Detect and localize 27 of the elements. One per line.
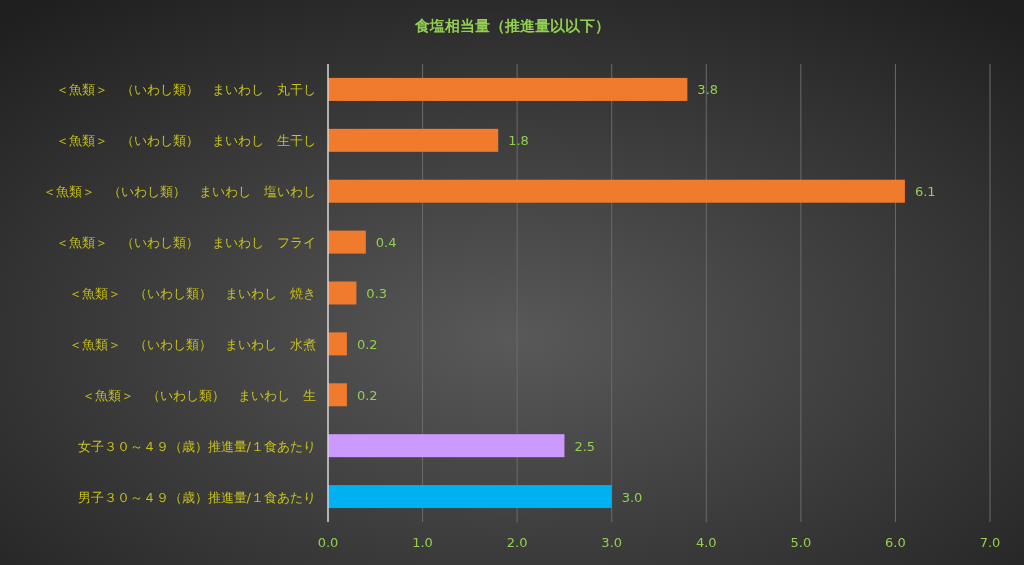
y-tick-label: ＜魚類＞ （いわし類） まいわし 塩いわし — [43, 184, 316, 200]
y-tick-label: ＜魚類＞ （いわし類） まいわし フライ — [56, 235, 316, 251]
y-tick-label: ＜魚類＞ （いわし類） まいわし 生 — [82, 387, 316, 403]
data-label: 3.0 — [621, 489, 643, 505]
data-label: 0.2 — [356, 387, 378, 403]
x-tick-label: 0.0 — [317, 535, 339, 550]
y-tick-label: 男子３０～４９（歳）推進量/１食あたり — [77, 489, 316, 505]
data-label: 2.5 — [574, 438, 596, 454]
x-tick-label: 3.0 — [601, 535, 623, 550]
data-label: 1.8 — [508, 133, 529, 149]
y-tick-label: ＜魚類＞ （いわし類） まいわし 水煮 — [69, 336, 316, 352]
x-tick-label: 7.0 — [979, 535, 1001, 550]
y-tick-label: ＜魚類＞ （いわし類） まいわし 丸干し — [56, 82, 316, 98]
x-tick-label: 2.0 — [506, 535, 528, 550]
data-label: 0.3 — [366, 286, 388, 301]
x-tick-label: 1.0 — [412, 535, 433, 550]
x-tick-label: 4.0 — [695, 535, 717, 550]
data-label: 3.8 — [697, 82, 719, 98]
y-tick-label: ＜魚類＞ （いわし類） まいわし 焼き — [69, 286, 316, 301]
data-label: 6.1 — [914, 184, 936, 200]
data-label: 0.2 — [356, 336, 378, 352]
y-tick-label: 女子３０～４９（歳）推進量/１食あたり — [77, 438, 316, 454]
chart-title: 食塩相当量（推進量以以下） — [413, 17, 610, 35]
data-label: 0.4 — [375, 235, 397, 251]
x-tick-label: 5.0 — [790, 535, 812, 550]
y-tick-label: ＜魚類＞ （いわし類） まいわし 生干し — [56, 133, 316, 149]
x-tick-label: 6.0 — [885, 535, 906, 550]
